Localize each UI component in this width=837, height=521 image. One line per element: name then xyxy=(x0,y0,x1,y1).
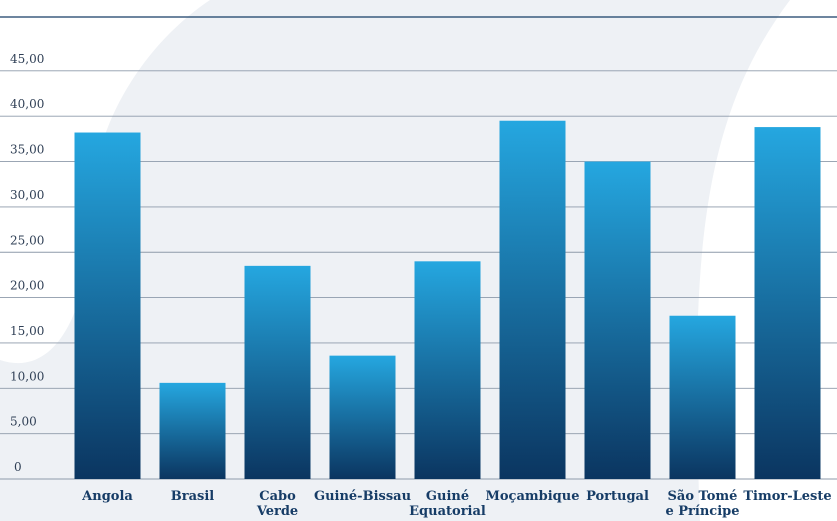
bar xyxy=(244,265,311,479)
y-tick-label: 45,00 xyxy=(10,52,44,66)
y-tick-label: 40,00 xyxy=(10,97,44,111)
x-tick-label-line: São Tomé xyxy=(668,489,738,504)
y-tick-label: 20,00 xyxy=(10,279,44,293)
bar xyxy=(74,132,141,479)
x-tick-label: Cabo Verde xyxy=(256,489,298,519)
x-tick-label: São Tomé e Príncipe xyxy=(665,489,739,519)
x-tick-label-line: Brasil xyxy=(171,489,215,504)
x-tick-label-line: e Príncipe xyxy=(665,504,739,519)
y-tick-label: 5,00 xyxy=(10,415,37,429)
x-tick-label: Portugal xyxy=(586,489,649,504)
bar xyxy=(754,127,821,480)
x-tick-label: Timor-Leste xyxy=(743,489,831,504)
bar xyxy=(499,120,566,480)
x-tick-label-line: Cabo xyxy=(259,489,296,504)
y-tick-label: 10,00 xyxy=(10,369,44,383)
bar xyxy=(584,161,651,480)
x-tick-label: Guiné-Bissau xyxy=(314,489,411,504)
x-tick-label: Angola xyxy=(81,489,133,504)
bar xyxy=(329,355,396,479)
x-tick-label-line: Moçambique xyxy=(486,489,580,504)
x-tick-label: Guiné Equatorial xyxy=(409,489,486,519)
bar xyxy=(414,261,481,479)
x-tick-label: Moçambique xyxy=(486,489,580,504)
y-tick-label: 0 xyxy=(14,460,22,474)
y-tick-label: 35,00 xyxy=(10,143,44,157)
y-tick-label: 30,00 xyxy=(10,188,44,202)
x-tick-label: Brasil xyxy=(171,489,215,504)
y-tick-label: 15,00 xyxy=(10,324,44,338)
x-tick-label-line: Verde xyxy=(256,504,298,519)
x-tick-label-line: Angola xyxy=(81,489,133,504)
bar xyxy=(669,315,736,479)
bar xyxy=(159,382,226,479)
x-tick-label-line: Portugal xyxy=(586,489,649,504)
x-tick-label-line: Guiné-Bissau xyxy=(314,489,411,504)
y-tick-label: 25,00 xyxy=(10,233,44,247)
x-tick-label-line: Equatorial xyxy=(409,504,486,519)
x-tick-label-line: Timor-Leste xyxy=(743,489,831,504)
x-tick-label-line: Guiné xyxy=(426,489,469,504)
